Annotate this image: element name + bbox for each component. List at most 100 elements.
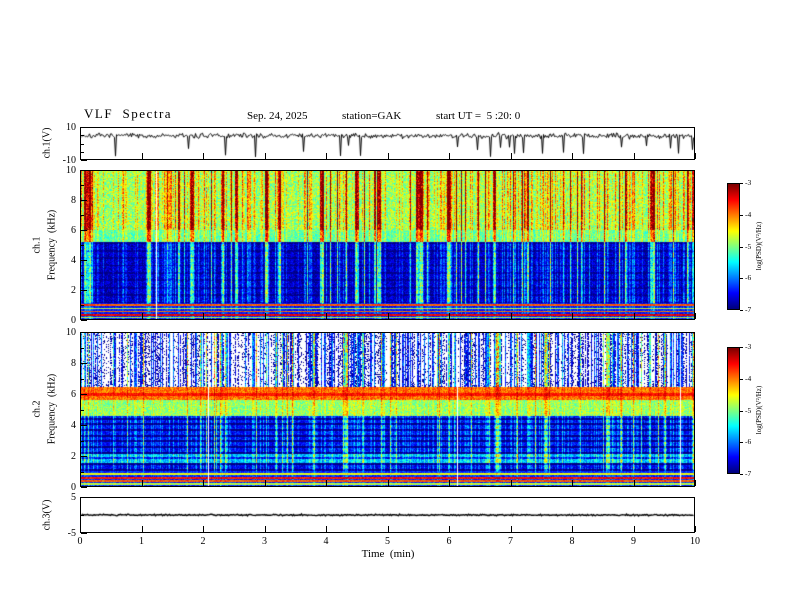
y-tick-major — [81, 200, 87, 201]
x-tick — [449, 526, 450, 532]
colorbar-tick-label: -7 — [745, 305, 752, 314]
x-tick — [326, 313, 327, 319]
x-tick — [511, 526, 512, 532]
y-tick-label: 8 — [71, 195, 76, 206]
y-tick-label: -10 — [62, 155, 76, 166]
figure-title: VLF Spectra — [84, 106, 173, 121]
ch3-waveform-ylabel: ch.3(V) — [41, 499, 53, 531]
y-tick-major — [81, 487, 87, 488]
y-tick-label: 6 — [71, 225, 76, 236]
x-tick — [203, 153, 204, 159]
ch3-waveform-canvas — [81, 498, 694, 532]
x-tick-label: 7 — [508, 536, 513, 547]
colorbar-tick-label: -3 — [745, 342, 752, 351]
y-tick-label: 5 — [71, 492, 76, 503]
ch1-colorbar-canvas — [728, 184, 739, 309]
y-tick-minor — [81, 135, 84, 136]
y-tick-major — [81, 394, 87, 395]
colorbar-tick-label: -6 — [745, 437, 752, 446]
x-tick — [634, 480, 635, 486]
y-tick-label: 10 — [66, 327, 76, 338]
x-tick-label: 8 — [569, 536, 575, 547]
x-tick — [142, 526, 143, 532]
x-tick — [203, 480, 204, 486]
y-tick-minor — [81, 515, 84, 516]
colorbar-tick-label: -5 — [745, 406, 752, 415]
x-tick-label: 3 — [262, 536, 267, 547]
x-tick — [265, 480, 266, 486]
y-tick-label: -5 — [67, 528, 76, 539]
y-tick-minor — [81, 245, 84, 246]
x-tick — [142, 153, 143, 159]
y-tick-label: 0 — [71, 482, 76, 493]
y-tick-major — [81, 230, 87, 231]
ch1-waveform-panel — [80, 127, 695, 160]
x-tick — [388, 480, 389, 486]
colorbar-tick — [740, 347, 743, 348]
y-tick-major — [81, 363, 87, 364]
x-tick-label: 9 — [631, 536, 636, 547]
colorbar-tick — [740, 215, 743, 216]
ch1-spectrogram-freq-label: Frequency (kHz) — [46, 209, 58, 281]
x-tick-label: 5 — [385, 536, 390, 547]
x-tick — [265, 313, 266, 319]
x-tick-label: 10 — [690, 536, 700, 547]
y-tick-label: 8 — [71, 358, 76, 369]
y-tick-minor — [81, 472, 84, 473]
x-tick — [326, 480, 327, 486]
y-tick-label: 2 — [71, 451, 76, 462]
colorbar-tick — [740, 310, 743, 311]
y-tick-major — [81, 332, 87, 333]
x-tick — [142, 480, 143, 486]
x-tick — [511, 153, 512, 159]
colorbar-tick — [740, 442, 743, 443]
y-tick-major — [81, 127, 87, 128]
y-tick-minor — [81, 275, 84, 276]
header-date: Sep. 24, 2025 — [247, 110, 308, 122]
y-tick-minor — [81, 348, 84, 349]
x-tick-label: 4 — [323, 536, 329, 547]
x-tick — [511, 313, 512, 319]
x-tick — [634, 153, 635, 159]
y-tick-minor — [81, 215, 84, 216]
x-tick — [572, 313, 573, 319]
y-tick-major — [81, 320, 87, 321]
y-tick-minor — [81, 410, 84, 411]
colorbar-tick-label: -5 — [745, 242, 752, 251]
x-tick — [572, 480, 573, 486]
header-start-ut: start UT = 5 :20: 0 — [436, 110, 521, 122]
colorbar-tick — [740, 247, 743, 248]
x-tick-label: 6 — [446, 536, 452, 547]
x-tick — [80, 153, 81, 159]
y-tick-minor — [81, 379, 84, 380]
x-tick-label: 2 — [200, 536, 206, 547]
x-tick — [634, 313, 635, 319]
x-tick — [695, 313, 696, 319]
y-tick-major — [81, 456, 87, 457]
ch1-spectrogram-channel-label: ch.1 — [31, 236, 43, 254]
y-tick-major — [81, 170, 87, 171]
x-tick-label: 0 — [77, 536, 83, 547]
x-axis-label: Time (min) — [361, 548, 415, 560]
colorbar-tick-label: -4 — [745, 374, 752, 383]
x-tick — [449, 153, 450, 159]
x-tick — [572, 526, 573, 532]
colorbar-tick-label: -7 — [745, 469, 752, 478]
x-tick — [326, 153, 327, 159]
y-tick-major — [81, 260, 87, 261]
x-tick — [634, 526, 635, 532]
colorbar-tick — [740, 278, 743, 279]
x-tick — [265, 153, 266, 159]
x-tick-label: 1 — [139, 536, 144, 547]
y-tick-label: 10 — [66, 122, 76, 133]
x-tick — [695, 153, 696, 159]
y-tick-minor — [81, 305, 84, 306]
x-tick — [388, 526, 389, 532]
y-tick-major — [81, 290, 87, 291]
y-tick-major — [81, 425, 87, 426]
ch2-spectrogram-canvas — [81, 333, 694, 486]
y-tick-major — [81, 497, 87, 498]
x-tick — [203, 313, 204, 319]
x-tick — [388, 313, 389, 319]
